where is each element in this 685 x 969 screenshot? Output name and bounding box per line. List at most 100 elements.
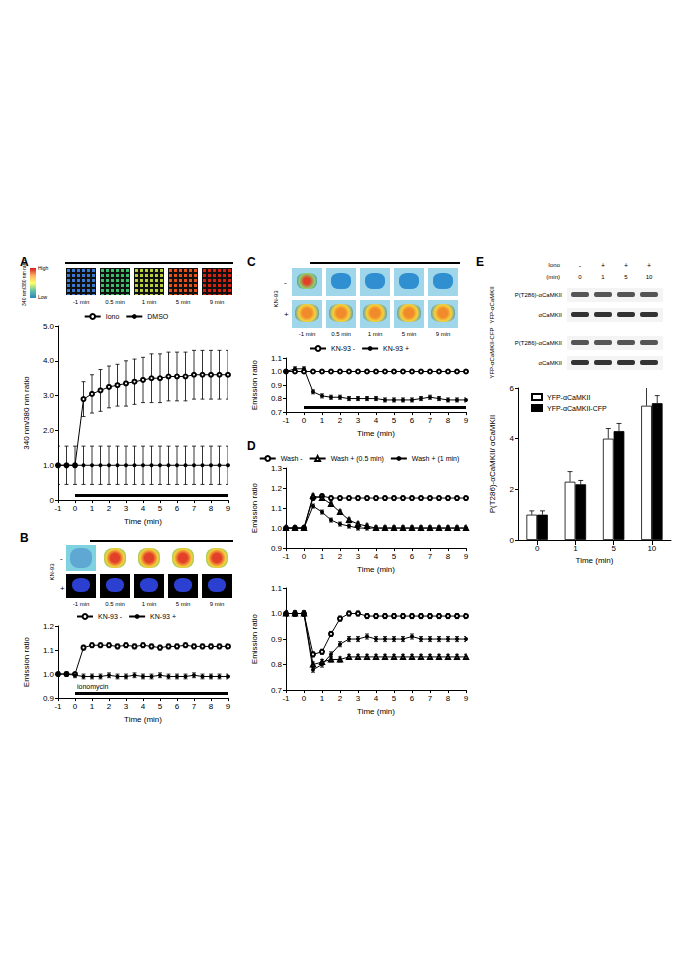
svg-text:1.2: 1.2 [43,622,55,631]
svg-text:5: 5 [611,544,616,553]
svg-text:3: 3 [124,702,129,711]
svg-text:6: 6 [410,416,415,425]
svg-text:3.0: 3.0 [43,391,55,400]
svg-text:Wash + (0.5 min): Wash + (0.5 min) [331,455,384,463]
svg-text:1.1: 1.1 [43,646,55,655]
svg-text:P(T286)-αCaMKII/ αCaMKII: P(T286)-αCaMKII/ αCaMKII [488,415,497,514]
svg-text:3: 3 [356,416,361,425]
svg-text:KN-93 +: KN-93 + [150,613,176,620]
svg-text:0.9: 0.9 [271,635,283,644]
svg-text:4.0: 4.0 [43,356,55,365]
svg-text:Emission ratio: Emission ratio [250,482,259,533]
svg-text:0.9: 0.9 [43,694,55,703]
svg-text:0.7: 0.7 [271,686,283,695]
svg-text:5.0: 5.0 [43,322,55,331]
svg-text:KN-93 -: KN-93 - [331,345,356,352]
svg-text:0: 0 [510,536,515,545]
svg-text:340 nm/380 nm ratio: 340 nm/380 nm ratio [22,376,31,450]
svg-text:4: 4 [141,702,146,711]
svg-text:Emission ratio: Emission ratio [250,613,259,664]
svg-text:0.9: 0.9 [271,381,283,390]
svg-text:7: 7 [428,552,433,561]
svg-text:1.0: 1.0 [271,367,283,376]
svg-text:-1: -1 [282,694,290,703]
svg-text:6: 6 [175,504,180,513]
svg-text:KN-93 +: KN-93 + [383,345,409,352]
svg-text:9: 9 [464,552,469,561]
svg-text:-1: -1 [282,552,290,561]
svg-text:1.3: 1.3 [271,464,283,473]
svg-text:1.0: 1.0 [271,609,283,618]
svg-text:5: 5 [158,504,163,513]
svg-text:5: 5 [392,552,397,561]
svg-text:4: 4 [374,416,379,425]
svg-text:Time (min): Time (min) [357,565,395,574]
svg-text:1.0: 1.0 [43,461,55,470]
svg-text:1: 1 [320,552,325,561]
svg-text:4: 4 [510,434,515,443]
svg-text:7: 7 [428,416,433,425]
svg-text:6: 6 [510,384,515,393]
svg-text:2: 2 [338,694,343,703]
svg-text:0.8: 0.8 [271,660,283,669]
svg-text:1.0: 1.0 [271,524,283,533]
svg-text:9: 9 [226,504,231,513]
svg-text:2: 2 [338,552,343,561]
svg-text:1: 1 [320,694,325,703]
svg-text:1: 1 [90,504,95,513]
svg-text:9: 9 [226,702,231,711]
svg-text:5: 5 [392,416,397,425]
svg-text:0.7: 0.7 [271,408,283,417]
svg-text:9: 9 [464,694,469,703]
svg-text:1.1: 1.1 [271,584,283,593]
svg-text:1: 1 [320,416,325,425]
svg-text:0: 0 [302,552,307,561]
svg-text:8: 8 [209,702,214,711]
svg-text:7: 7 [192,504,197,513]
svg-text:3: 3 [124,504,129,513]
svg-text:1.0: 1.0 [43,670,55,679]
svg-text:5: 5 [392,694,397,703]
svg-text:1.1: 1.1 [271,354,283,363]
svg-text:2: 2 [510,485,515,494]
svg-text:3: 3 [356,552,361,561]
svg-text:0: 0 [302,694,307,703]
svg-text:0: 0 [73,504,78,513]
svg-text:8: 8 [209,504,214,513]
svg-text:8: 8 [446,694,451,703]
svg-text:8: 8 [446,552,451,561]
svg-text:Time (min): Time (min) [357,707,395,716]
svg-text:9: 9 [464,416,469,425]
svg-text:Wash -: Wash - [281,455,304,462]
svg-text:Iono: Iono [106,313,120,320]
svg-text:10: 10 [647,544,656,553]
svg-text:5: 5 [158,702,163,711]
svg-text:6: 6 [175,702,180,711]
svg-text:1.2: 1.2 [271,484,283,493]
svg-text:-1: -1 [282,416,290,425]
svg-text:Emission ratio: Emission ratio [22,636,31,687]
svg-text:8: 8 [446,416,451,425]
svg-text:7: 7 [192,702,197,711]
svg-text:1: 1 [90,702,95,711]
svg-text:Time (min): Time (min) [357,429,395,438]
svg-text:Time (min): Time (min) [576,556,614,565]
svg-text:2: 2 [107,504,112,513]
svg-text:2: 2 [338,416,343,425]
svg-text:4: 4 [374,552,379,561]
svg-text:ionomycin: ionomycin [77,683,109,691]
svg-text:2: 2 [107,702,112,711]
svg-text:-1: -1 [54,702,62,711]
svg-text:4: 4 [141,504,146,513]
svg-text:KN-93 -: KN-93 - [98,613,123,620]
svg-text:0: 0 [535,544,540,553]
svg-text:Wash + (1 min): Wash + (1 min) [412,455,459,463]
svg-text:YFP-αCaMKII-CFP: YFP-αCaMKII-CFP [547,405,607,412]
svg-text:Emission ratio: Emission ratio [250,359,259,410]
svg-text:3: 3 [356,694,361,703]
svg-text:4: 4 [374,694,379,703]
svg-text:-1: -1 [54,504,62,513]
svg-text:Time (min): Time (min) [124,517,162,526]
svg-text:0: 0 [302,416,307,425]
svg-text:Time (min): Time (min) [124,715,162,724]
